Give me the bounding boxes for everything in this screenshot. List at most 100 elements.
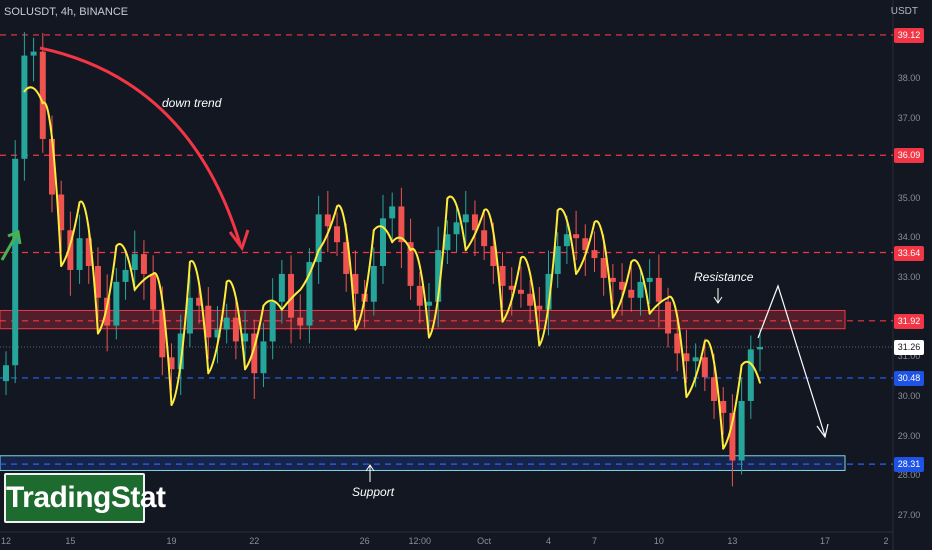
candle-body-19 [177,333,184,370]
candle-body-27 [251,333,258,374]
time-tick-1: 15 [65,536,76,546]
price-tag-3: 31.92 [894,313,924,329]
time-tick-3: 22 [249,536,260,546]
candle-body-1 [12,158,19,366]
swing-curve-22 [207,280,228,375]
candle-body-41 [380,218,386,266]
candle-body-17 [159,309,166,358]
tradingstat-logo: TradingStat [4,473,166,523]
candle-body-63 [582,238,589,251]
candle-body-75 [692,357,699,362]
swing-curve-42 [391,236,412,252]
swing-curve-64 [593,220,614,319]
swing-curve-72 [667,295,688,399]
time-tick-4: 26 [359,536,370,546]
swing-curve-4 [41,101,63,267]
swing-curve-20 [188,259,210,375]
candle-body-67 [619,281,626,290]
price-tick-3: 34.00 [897,232,921,243]
candle-body-42 [389,206,396,219]
price-tick-2: 35.00 [897,192,921,203]
candle-body-9 [85,238,92,266]
candle-body-54 [499,266,506,286]
candle-body-6 [58,194,65,231]
price-tag-4: 30.48 [894,370,924,386]
resistance-label: Resistance [694,270,754,284]
candle-body-40 [370,266,377,302]
candle-body-3 [30,51,37,56]
swing-curve-26 [244,304,265,371]
candle-body-26 [242,333,249,342]
candle-body-79 [729,412,736,461]
candle-body-44 [407,242,414,286]
candle-body-37 [343,242,350,274]
swing-curve-74 [685,340,706,399]
swing-curve-62 [575,221,596,275]
candle-body-11 [104,297,111,326]
candle-body-29 [269,301,276,342]
candle-body-74 [683,353,690,362]
price-tick-5: 31.00 [897,351,921,362]
swing-curve-58 [538,209,559,347]
down-trend-label: down trend [162,96,222,110]
candle-body-33 [306,262,313,326]
swing-curve-2 [23,86,44,105]
swing-curve-78 [722,364,743,450]
candle-body-48 [444,234,451,251]
candle-body-14 [131,254,138,270]
candle-body-23 [214,329,221,338]
candle-body-38 [352,273,359,294]
candle-body-25 [232,317,239,342]
swing-curve-6 [60,201,81,267]
candle-body-61 [563,234,570,247]
price-tick-9: 27.00 [897,510,921,521]
candle-body-68 [628,289,635,298]
time-tick-9: 10 [653,536,664,546]
symbol-title[interactable]: SOLUSDT, 4h, BINANCE [4,6,129,18]
swing-curve-60 [556,207,578,275]
down-trend-arrowhead [228,229,250,252]
candle-body-22 [205,305,212,338]
green-arrow [0,229,22,261]
time-tick-0: 12 [0,536,12,546]
current-price-tag: 31.26 [894,339,924,355]
swing-curve-8 [78,200,99,335]
candle-body-12 [113,281,120,326]
candle-body-64 [591,250,598,259]
candle-body-76 [701,357,708,378]
candle-body-5 [48,138,55,195]
candle-body-81 [747,349,754,401]
time-tick-7: 4 [545,536,552,546]
projection-path [757,284,826,437]
time-tick-12: 2 [883,536,889,546]
price-tag-1: 36.09 [894,148,924,164]
candle-body-28 [260,341,267,374]
candle-body-0 [3,365,9,382]
candle-body-59 [545,273,552,310]
swing-curve-10 [96,245,118,335]
candle-body-16 [150,273,157,310]
swing-curve-76 [703,339,725,450]
price-tag-5: 28.31 [894,457,924,473]
candle-body-32 [297,317,304,326]
candle-body-58 [536,305,543,310]
swing-curve-32 [299,249,320,291]
projection-arrowhead [816,423,829,439]
candle-body-78 [720,400,727,413]
candle-body-34 [315,214,322,263]
swing-curve-48 [446,195,467,252]
candle-body-30 [278,273,285,302]
candle-body-50 [462,214,469,223]
swing-curve-24 [225,279,247,371]
candle-body-80 [738,400,745,461]
candle-body-43 [398,206,405,243]
swing-curve-12 [115,243,136,291]
time-tick-11: 17 [819,536,831,546]
candle-body-82 [757,346,763,350]
time-tick-5: 12:00 [408,536,432,546]
swing-curve-36 [336,204,357,331]
candle-body-70 [646,277,653,282]
swing-curve-30 [280,288,302,311]
